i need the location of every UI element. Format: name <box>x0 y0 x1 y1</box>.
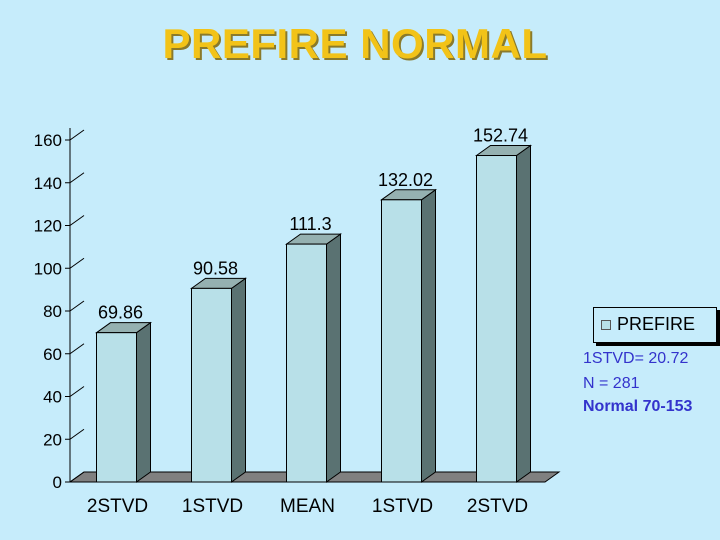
x-category-label: 2STVD <box>87 496 148 517</box>
x-category-label: 1STVD <box>182 496 243 517</box>
x-category-label: 1STVD <box>372 496 433 517</box>
y-tick-depth <box>69 215 85 226</box>
y-tick-label: 20 <box>43 430 62 449</box>
y-tick-label: 80 <box>43 302 62 321</box>
legend-label: PREFIRE <box>617 314 696 334</box>
y-tick-label: 0 <box>53 473 62 492</box>
y-tick-depth <box>69 300 85 312</box>
bar-side <box>421 188 436 483</box>
normal-range-text: Normal 70-153 <box>583 398 693 415</box>
y-tick-depth <box>69 471 85 483</box>
y-axis: 0 20 40 60 80 100 120 140 160 <box>34 128 85 492</box>
data-label: 111.3 <box>289 214 331 234</box>
data-label: 132.02 <box>378 170 433 190</box>
bar-front <box>476 155 517 483</box>
chart-title: PREFIRE NORMAL <box>162 20 548 67</box>
y-tick-depth <box>69 343 85 355</box>
bar-side <box>516 144 531 483</box>
x-category-label: 2STVD <box>467 496 528 517</box>
y-tick-label: 120 <box>34 217 62 236</box>
y-tick-depth <box>69 428 85 440</box>
x-category-label: MEAN <box>280 496 335 517</box>
y-tick-label: 160 <box>34 131 62 150</box>
data-label: 69.86 <box>98 303 143 323</box>
labels: 69.86 2STVD 90.58 1STVD 111.3 MEAN 132.02 1STVD… <box>87 126 528 517</box>
bar-front <box>191 287 232 483</box>
bar <box>379 188 438 483</box>
legend: PREFIRE <box>593 307 717 343</box>
bar-side <box>326 233 341 483</box>
y-tick-depth <box>69 386 85 397</box>
bar-front <box>286 243 327 483</box>
n-text: N = 281 <box>583 375 640 392</box>
bar <box>284 233 343 483</box>
stdv-text: 1STVD= 20.72 <box>583 350 689 367</box>
legend-swatch <box>601 320 611 330</box>
y-tick-depth <box>69 257 85 269</box>
data-label: 152.74 <box>473 126 528 146</box>
bar-side <box>136 321 151 483</box>
y-tick-label: 100 <box>34 259 62 278</box>
bars <box>94 144 533 483</box>
bar-front <box>381 199 422 483</box>
bar <box>474 144 533 483</box>
bar <box>189 277 248 483</box>
y-tick-label: 40 <box>43 388 62 407</box>
y-tick-label: 60 <box>43 345 62 364</box>
bar-side <box>231 277 246 483</box>
y-tick-depth <box>69 172 85 184</box>
bar-front <box>96 332 137 483</box>
y-tick-depth <box>69 129 85 141</box>
y-tick-label: 140 <box>34 174 62 193</box>
data-label: 90.58 <box>193 258 238 278</box>
bar <box>94 321 153 483</box>
